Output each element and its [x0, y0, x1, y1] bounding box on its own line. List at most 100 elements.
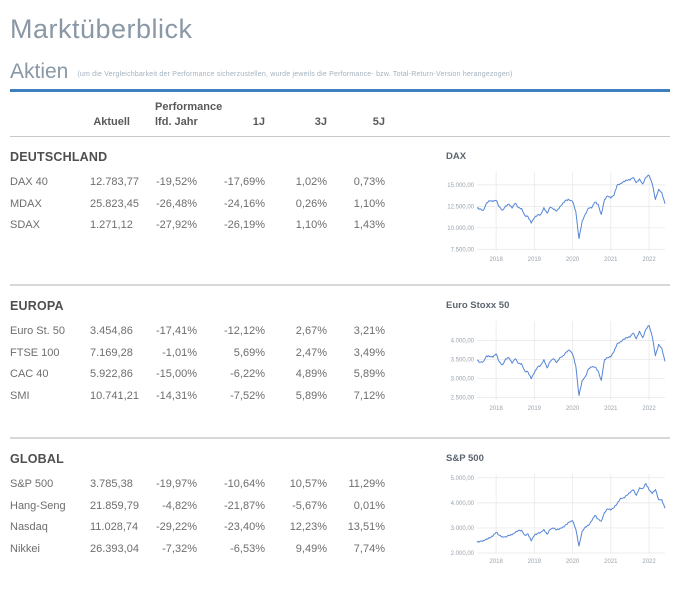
- index-name: S&P 500: [10, 478, 54, 490]
- svg-text:2020: 2020: [566, 406, 580, 412]
- column-aktuell: Aktuell: [93, 116, 130, 128]
- value-3j: 1,10%: [295, 219, 327, 231]
- value-lfd-jahr: -7,32%: [162, 542, 197, 555]
- value-1j: -23,40%: [224, 521, 265, 533]
- index-name: Nasdaq: [10, 521, 48, 533]
- table-row: Hang-Seng 21.859,79 -4,82% -21,87% -5,67…: [10, 496, 444, 518]
- section-europa: EUROPA Euro St. 50 3.454,86 -17,41% -12,…: [10, 286, 670, 439]
- svg-text:2018: 2018: [489, 257, 503, 263]
- value-lfd-jahr: -29,22%: [156, 521, 197, 533]
- value-1j: -26,19%: [224, 219, 265, 231]
- index-name: SMI: [10, 389, 30, 402]
- svg-text:2021: 2021: [604, 406, 618, 412]
- value-1j: -6,22%: [230, 368, 265, 380]
- column-lfd-jahr: lfd. Jahr: [155, 116, 198, 128]
- svg-text:2020: 2020: [566, 559, 580, 565]
- value-3j: 2,67%: [295, 325, 327, 337]
- value-1j: 5,69%: [233, 346, 265, 359]
- value-3j: 9,49%: [295, 542, 327, 555]
- sp500-line-chart: 5.000,00 4.000,00 3.000,00 2.000,00 2018 2019…: [451, 474, 666, 565]
- value-5j: 11,29%: [348, 478, 386, 490]
- svg-text:2019: 2019: [528, 559, 542, 565]
- value-lfd-jahr: -4,82%: [162, 499, 197, 512]
- svg-text:2021: 2021: [604, 257, 618, 263]
- value-1j: -7,52%: [230, 389, 265, 402]
- svg-text:10.000,00: 10.000,00: [447, 226, 474, 232]
- value-5j: 1,43%: [353, 219, 385, 231]
- svg-text:2.500,00: 2.500,00: [451, 395, 475, 401]
- value-aktuell: 1.271,12: [90, 219, 133, 231]
- table-header-group-row: Performance: [10, 101, 670, 113]
- table-row: DAX 40 12.783,77 -19,52% -17,69% 1,02% 0…: [10, 172, 444, 194]
- value-3j: 1,02%: [295, 176, 327, 188]
- table-row: Nasdaq 11.028,74 -29,22% -23,40% 12,23% …: [10, 517, 444, 539]
- index-name: Hang-Seng: [10, 499, 66, 512]
- header-divider: [10, 136, 670, 137]
- svg-text:3.000,00: 3.000,00: [451, 376, 475, 382]
- section-title: EUROPA: [10, 299, 64, 313]
- table-row: FTSE 100 7.169,28 -1,01% 5,69% 2,47% 3,4…: [10, 343, 444, 365]
- svg-text:12.500,00: 12.500,00: [447, 204, 474, 210]
- value-1j: -24,16%: [224, 197, 265, 210]
- value-3j: 10,57%: [289, 478, 327, 490]
- value-5j: 3,49%: [353, 346, 385, 359]
- svg-text:4.000,00: 4.000,00: [451, 339, 475, 345]
- value-lfd-jahr: -1,01%: [162, 346, 197, 359]
- index-name: Nikkei: [10, 542, 40, 555]
- value-aktuell: 3.785,38: [90, 478, 133, 490]
- europa-table: EUROPA Euro St. 50 3.454,86 -17,41% -12,…: [10, 286, 444, 437]
- table-row: CAC 40 5.922,86 -15,00% -6,22% 4,89% 5,8…: [10, 364, 444, 386]
- value-aktuell: 26.393,04: [90, 542, 139, 555]
- table-row: Nikkei 26.393,04 -7,32% -6,53% 9,49% 7,7…: [10, 539, 444, 561]
- page-title: Marktüberblick: [10, 14, 193, 44]
- subtitle-note: (um die Vergleichbarkeit der Performance…: [77, 71, 513, 78]
- column-3j: 3J: [314, 116, 327, 128]
- value-1j: -17,69%: [224, 176, 265, 188]
- value-1j: -21,87%: [224, 499, 265, 512]
- value-5j: 0,01%: [353, 499, 385, 512]
- value-5j: 1,10%: [353, 197, 385, 210]
- svg-text:2019: 2019: [528, 257, 542, 263]
- value-aktuell: 12.783,77: [90, 176, 139, 188]
- value-lfd-jahr: -26,48%: [156, 197, 197, 210]
- column-5j: 5J: [372, 116, 385, 128]
- value-aktuell: 7.169,28: [90, 346, 133, 359]
- table-header-columns-row: Aktuell lfd. Jahr 1J 3J 5J: [10, 116, 670, 128]
- chart-title: S&P 500: [446, 453, 484, 464]
- table-row: MDAX 25.823,45 -26,48% -24,16% 0,26% 1,1…: [10, 194, 444, 216]
- value-lfd-jahr: -19,52%: [156, 176, 197, 188]
- svg-text:2021: 2021: [604, 559, 618, 565]
- value-1j: -12,12%: [224, 325, 265, 337]
- svg-text:2022: 2022: [642, 406, 656, 412]
- value-3j: 12,23%: [289, 521, 327, 533]
- svg-text:7.500,00: 7.500,00: [451, 247, 475, 253]
- aktien-header: Aktien (um die Vergleichbarkeit der Perf…: [10, 60, 670, 84]
- svg-text:2022: 2022: [642, 257, 656, 263]
- value-lfd-jahr: -19,97%: [156, 478, 197, 490]
- value-1j: -6,53%: [230, 542, 265, 555]
- table-row: SMI 10.741,21 -14,31% -7,52% 5,89% 7,12%: [10, 386, 444, 408]
- table-header: Performance Aktuell lfd. Jahr 1J 3J 5J: [10, 101, 670, 128]
- index-name: CAC 40: [10, 368, 49, 380]
- svg-text:2018: 2018: [489, 406, 503, 412]
- index-name: Euro St. 50: [10, 325, 66, 337]
- svg-text:4.000,00: 4.000,00: [451, 501, 475, 507]
- eurostoxx-line-chart: 4.000,00 3.500,00 3.000,00 2.500,00 2018 2019…: [451, 321, 666, 412]
- value-aktuell: 5.922,86: [90, 368, 133, 380]
- value-5j: 7,74%: [353, 542, 385, 555]
- market-overview-page: Marktüberblick Aktien (um die Vergleichb…: [0, 14, 678, 588]
- index-name: MDAX: [10, 197, 42, 210]
- value-3j: 5,89%: [295, 389, 327, 402]
- value-5j: 0,73%: [353, 176, 385, 188]
- section-subtitle: Aktien: [10, 60, 69, 83]
- performance-group-label: Performance: [155, 101, 223, 113]
- value-lfd-jahr: -27,92%: [156, 219, 197, 231]
- section-global: GLOBAL S&P 500 3.785,38 -19,97% -10,64% …: [10, 439, 670, 588]
- svg-text:5.000,00: 5.000,00: [451, 476, 475, 482]
- deutschland-table: DEUTSCHLAND DAX 40 12.783,77 -19,52% -17…: [10, 137, 444, 284]
- table-row: S&P 500 3.785,38 -19,97% -10,64% 10,57% …: [10, 474, 444, 496]
- dax-line-chart: 15.000,00 12.500,00 10.000,00 7.500,00 2018 2…: [447, 172, 666, 263]
- accent-divider: [10, 89, 670, 92]
- value-3j: 0,26%: [295, 197, 327, 210]
- svg-text:2018: 2018: [489, 559, 503, 565]
